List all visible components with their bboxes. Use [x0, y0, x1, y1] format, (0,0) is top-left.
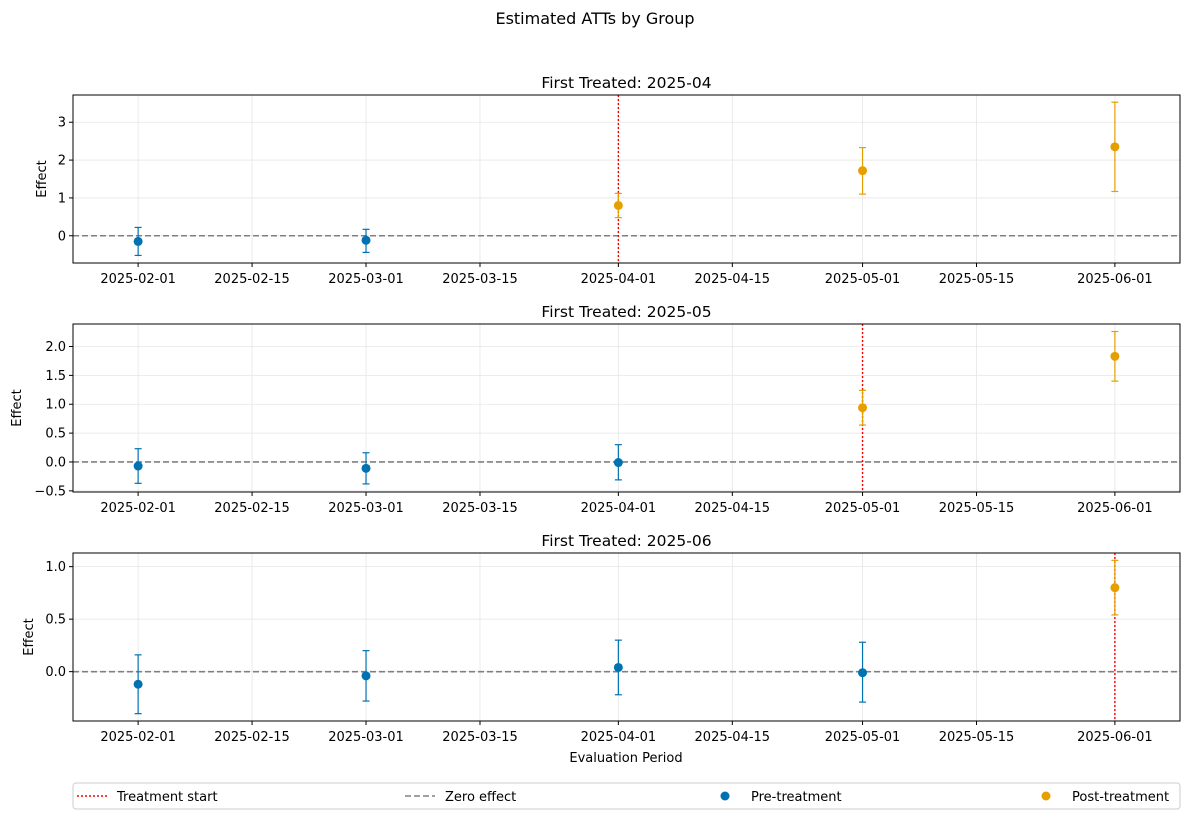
pre-treatment-point: [133, 654, 143, 715]
panel-2: First Treated: 2025-05 Effect 2025-02-01 20…: [10, 303, 1181, 516]
legend: Treatment start Zero effect Pre-treatment P…: [72, 782, 1181, 810]
figure-title: Estimated ATTs by Group: [495, 9, 694, 28]
pre-treatment-point: [613, 639, 623, 696]
pre-treatment-point: [133, 226, 143, 257]
pre-treatment-point: [361, 650, 371, 702]
y-tick-label: 1.0: [45, 398, 66, 413]
x-tick-label: 2025-06-01: [1077, 501, 1153, 516]
post-treatment-point: [1110, 559, 1120, 616]
y-tick-label: 1.0: [45, 560, 66, 575]
x-tick-label: 2025-03-15: [442, 730, 518, 745]
y-axis-label: Effect: [22, 618, 37, 655]
x-tick-label: 2025-04-15: [695, 730, 771, 745]
x-tick-label: 2025-02-15: [214, 272, 290, 287]
legend-label: Post-treatment: [1072, 790, 1169, 805]
plot-frame: [72, 552, 1181, 722]
post-treatment-point: [858, 389, 868, 426]
x-tick-label: 2025-04-01: [581, 730, 657, 745]
y-tick-label: 1: [58, 191, 66, 206]
panel-title: First Treated: 2025-05: [541, 303, 711, 321]
x-tick-label: 2025-02-01: [100, 501, 176, 516]
post-treatment-point: [1110, 330, 1120, 382]
legend-marker: [720, 791, 730, 801]
x-tick-label: 2025-05-01: [825, 272, 901, 287]
point-marker: [1110, 351, 1120, 361]
y-tick-label: 3: [58, 116, 66, 131]
x-tick-label: 2025-04-01: [581, 501, 657, 516]
point-marker: [613, 662, 623, 672]
plot-frame: [72, 94, 1181, 264]
x-tick-label: 2025-02-01: [100, 272, 176, 287]
y-tick-label: 2: [58, 154, 66, 169]
panel-title: First Treated: 2025-04: [541, 74, 711, 92]
plot-frame: [72, 323, 1181, 493]
y-tick-label: 0.5: [45, 613, 66, 628]
pre-treatment-point: [858, 641, 868, 703]
point-marker: [133, 236, 143, 246]
legend-label: Treatment start: [116, 790, 218, 805]
x-axis-label: Evaluation Period: [569, 751, 682, 766]
point-marker: [858, 668, 868, 678]
point-marker: [361, 671, 371, 681]
point-marker: [361, 463, 371, 473]
x-tick-label: 2025-05-01: [825, 730, 901, 745]
x-tick-label: 2025-05-15: [939, 730, 1015, 745]
x-tick-label: 2025-06-01: [1077, 272, 1153, 287]
point-marker: [858, 166, 868, 176]
x-tick-label: 2025-03-01: [328, 272, 404, 287]
x-tick-label: 2025-05-15: [939, 501, 1015, 516]
legend-entry: Zero effect: [405, 790, 516, 805]
x-tick-label: 2025-05-01: [825, 501, 901, 516]
point-marker: [1110, 583, 1120, 593]
y-tick-label: 0.5: [45, 427, 66, 442]
y-tick-label: −0.5: [34, 484, 66, 499]
pre-treatment-point: [133, 448, 143, 484]
x-tick-label: 2025-05-15: [939, 272, 1015, 287]
point-marker: [613, 200, 623, 210]
legend-entry: Pre-treatment: [720, 790, 842, 805]
x-tick-label: 2025-03-01: [328, 730, 404, 745]
x-tick-label: 2025-02-15: [214, 501, 290, 516]
x-tick-label: 2025-03-15: [442, 501, 518, 516]
pre-treatment-point: [361, 228, 371, 254]
y-tick-label: 0.0: [45, 455, 66, 470]
y-tick-label: 2.0: [45, 340, 66, 355]
point-marker: [133, 679, 143, 689]
x-tick-label: 2025-04-15: [695, 272, 771, 287]
legend-entry: Post-treatment: [1041, 790, 1169, 805]
x-tick-label: 2025-04-01: [581, 272, 657, 287]
legend-label: Zero effect: [445, 790, 516, 805]
pre-treatment-point: [613, 444, 623, 481]
x-tick-label: 2025-02-15: [214, 730, 290, 745]
panel-3: First Treated: 2025-06 Effect 2025-02-01 20…: [22, 532, 1181, 745]
y-axis-label: Effect: [10, 389, 25, 426]
panel-title: First Treated: 2025-06: [541, 532, 711, 550]
x-tick-label: 2025-02-01: [100, 730, 176, 745]
y-axis-label: Effect: [35, 160, 50, 197]
point-marker: [613, 458, 623, 468]
y-tick-label: 0.0: [45, 665, 66, 680]
point-marker: [133, 461, 143, 471]
point-marker: [1110, 142, 1120, 152]
point-marker: [858, 403, 868, 413]
legend-frame: [72, 782, 1181, 810]
x-tick-label: 2025-06-01: [1077, 730, 1153, 745]
post-treatment-point: [858, 146, 868, 195]
pre-treatment-point: [361, 452, 371, 485]
post-treatment-point: [1110, 101, 1120, 193]
legend-label: Pre-treatment: [751, 790, 842, 805]
legend-marker: [1041, 791, 1051, 801]
x-tick-label: 2025-04-15: [695, 501, 771, 516]
y-tick-label: 0: [58, 229, 66, 244]
y-tick-label: 1.5: [45, 369, 66, 384]
legend-entry: Treatment start: [77, 790, 218, 805]
x-tick-label: 2025-03-15: [442, 272, 518, 287]
point-marker: [361, 235, 371, 245]
post-treatment-point: [613, 192, 623, 219]
x-tick-label: 2025-03-01: [328, 501, 404, 516]
